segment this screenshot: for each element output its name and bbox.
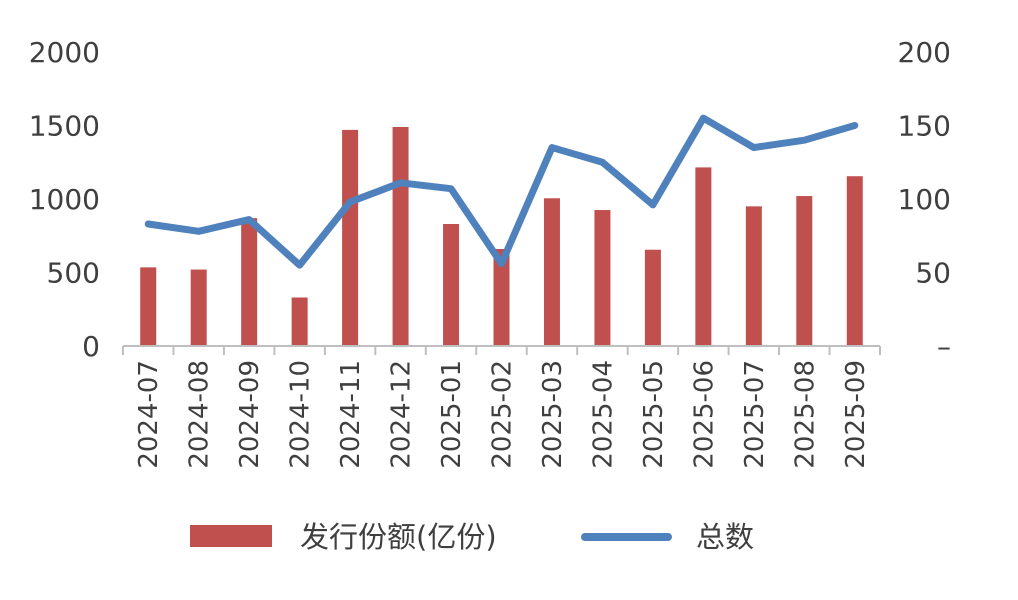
bar-2024-08	[191, 270, 207, 346]
bar-2025-06	[695, 167, 711, 346]
x-tick-label: 2025-01	[437, 360, 467, 469]
legend-line-label: 总数	[696, 520, 754, 554]
x-tick-label: 2025-08	[790, 360, 820, 469]
right-tick-label: –	[937, 330, 951, 363]
bar-2024-10	[292, 297, 308, 346]
left-axis-ticks: 0 500 1000 1500 2000	[29, 36, 100, 363]
legend: 发行份额(亿份) 总数	[190, 520, 754, 554]
bar-2025-04	[594, 210, 610, 346]
left-tick-label: 1500	[29, 110, 100, 143]
bar-2024-11	[342, 130, 358, 346]
x-tick-label: 2025-02	[488, 360, 518, 469]
left-tick-label: 0	[82, 330, 100, 363]
x-tick-label: 2025-07	[740, 360, 770, 469]
bar-series	[140, 127, 863, 346]
x-tick-label: 2024-09	[235, 360, 265, 469]
left-tick-label: 500	[47, 257, 100, 290]
right-tick-label: 150	[898, 110, 951, 143]
x-tick-label: 2025-03	[538, 360, 568, 469]
right-tick-label: 200	[898, 36, 951, 69]
x-tick-label: 2024-08	[185, 360, 215, 469]
bar-2024-12	[393, 127, 409, 346]
bar-2025-03	[544, 198, 560, 346]
bar-2024-07	[140, 267, 156, 346]
legend-bar-label: 发行份额(亿份)	[300, 520, 497, 554]
x-tick-label: 2025-04	[588, 360, 618, 469]
x-tick-label: 2024-11	[336, 360, 366, 469]
x-tick-label: 2024-10	[286, 360, 316, 469]
x-tick-label: 2024-12	[387, 360, 417, 469]
left-tick-label: 1000	[29, 183, 100, 216]
x-axis-ticks: 2024-07 2024-08 2024-09 2024-10 2024-11 2024-…	[134, 360, 871, 469]
bar-2025-08	[796, 196, 812, 346]
right-axis-ticks: – 50 100 150 200	[898, 36, 951, 363]
x-axis	[123, 346, 880, 355]
bar-2024-09	[241, 218, 257, 346]
x-tick-label: 2025-06	[689, 360, 719, 469]
x-tick-label: 2024-07	[134, 360, 164, 469]
bar-2025-09	[847, 176, 863, 346]
x-tick-label: 2025-09	[841, 360, 871, 469]
bar-2025-01	[443, 224, 459, 346]
bar-2025-05	[645, 250, 661, 346]
x-tick-label: 2025-05	[639, 360, 669, 469]
left-tick-label: 2000	[29, 36, 100, 69]
right-tick-label: 50	[915, 257, 951, 290]
bar-2025-07	[746, 206, 762, 346]
legend-bar-swatch	[190, 525, 272, 547]
right-tick-label: 100	[898, 183, 951, 216]
